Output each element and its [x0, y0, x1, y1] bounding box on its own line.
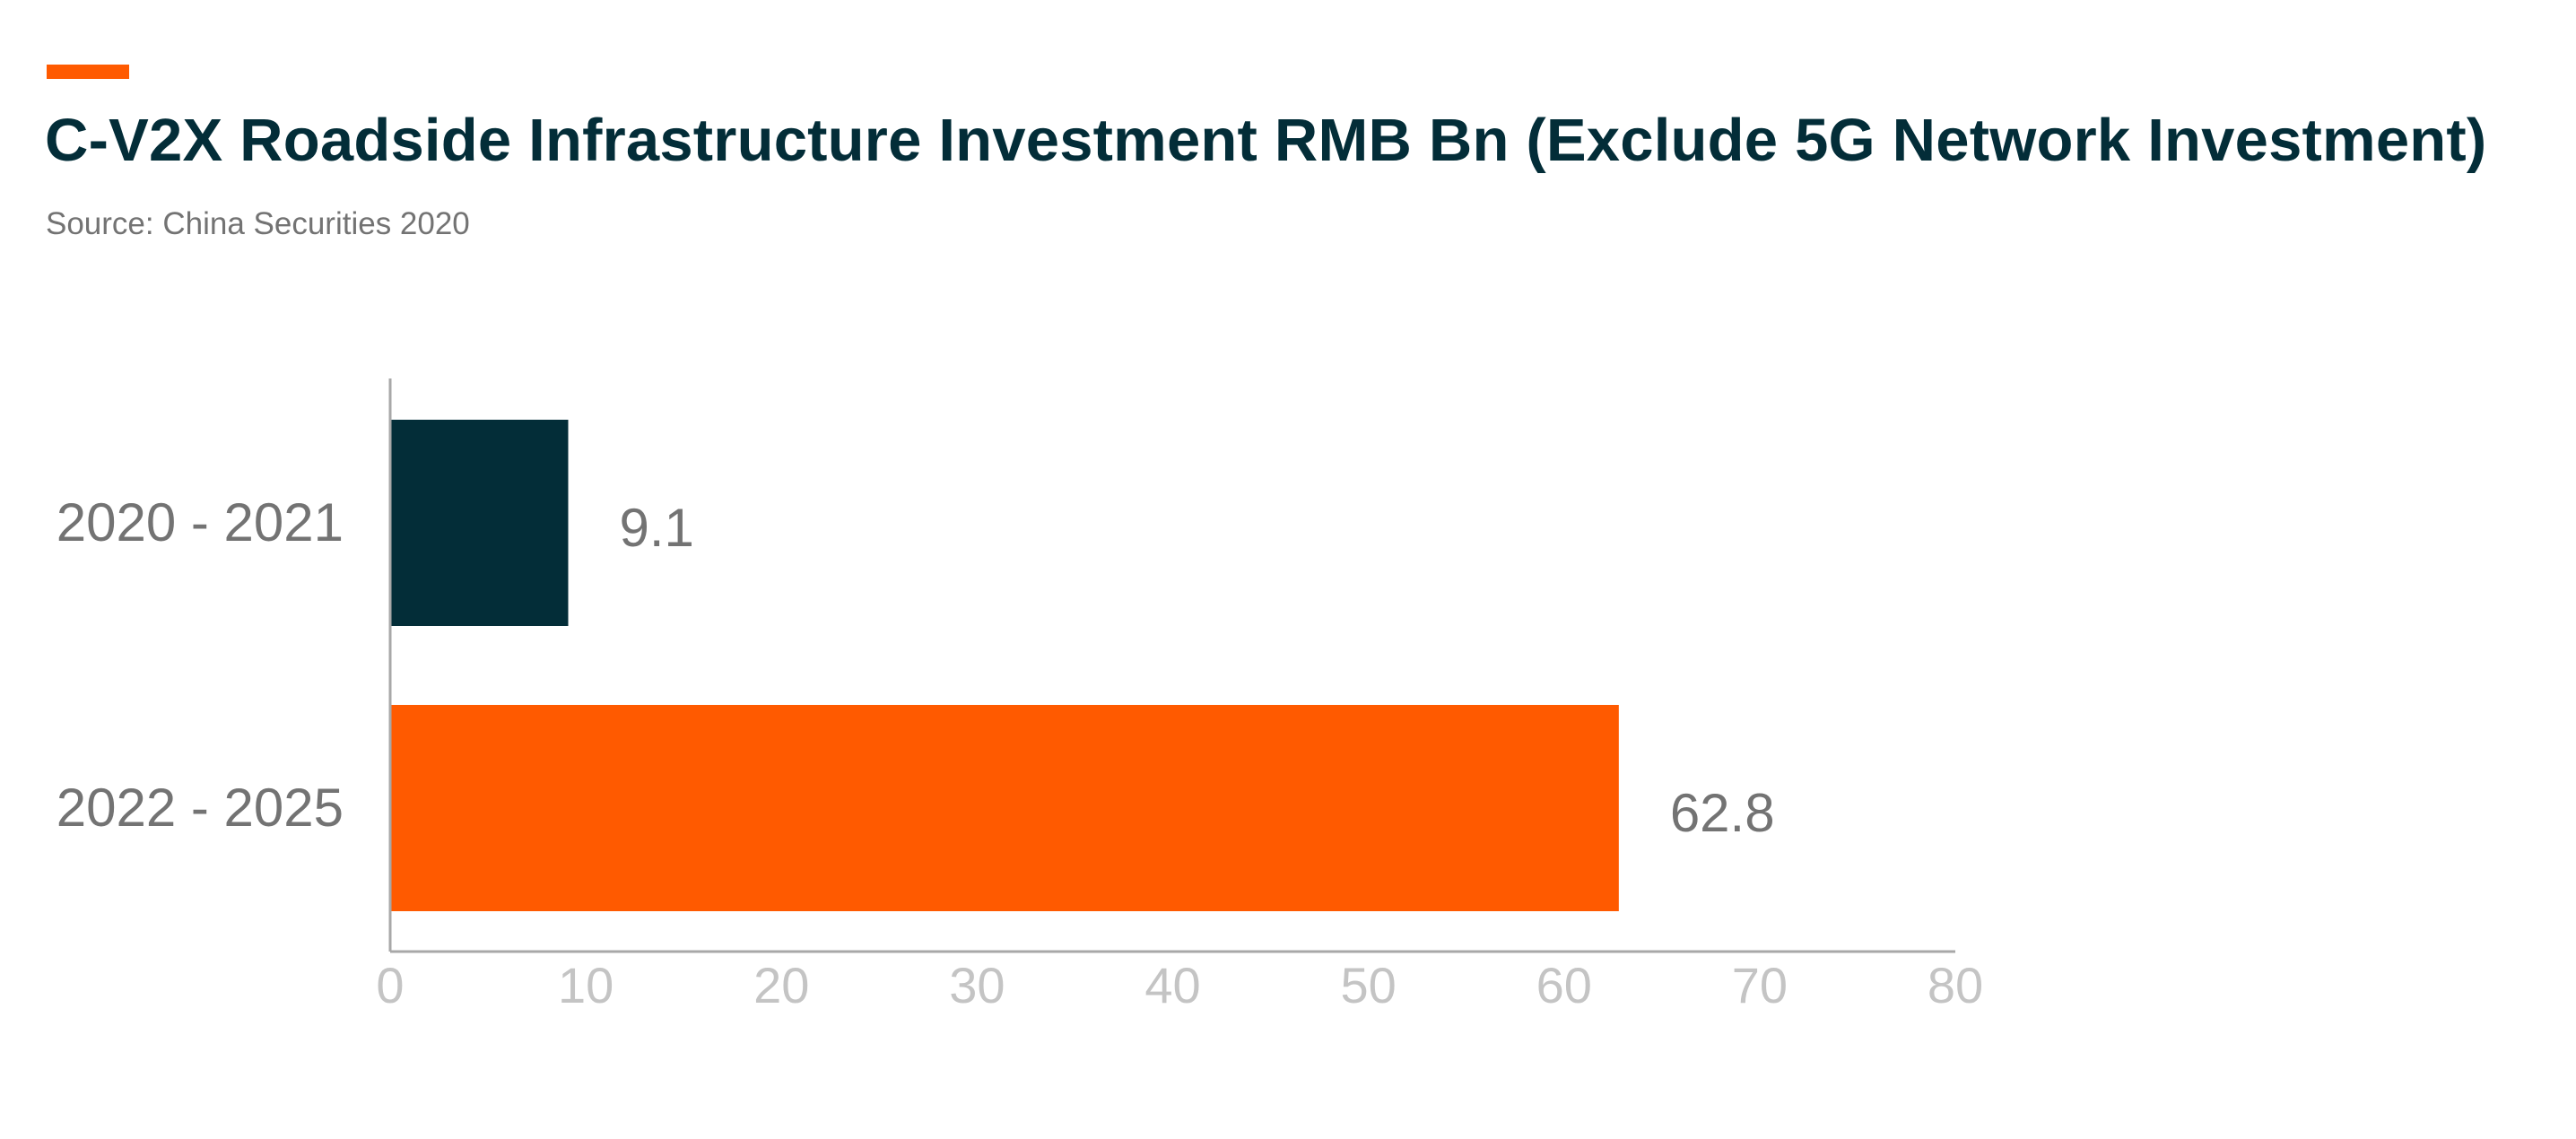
x-tick-label: 20 [753, 957, 809, 1013]
x-tick-label: 70 [1732, 957, 1788, 1013]
x-tick-label: 40 [1144, 957, 1200, 1013]
data-label: 62.8 [1670, 783, 1775, 843]
bar-0 [390, 420, 569, 626]
chart-source: Source: China Securities 2020 [46, 206, 470, 241]
x-tick-label: 80 [1928, 957, 1983, 1013]
title-accent-bar [47, 65, 129, 79]
x-tick-label: 0 [376, 957, 404, 1013]
x-tick-label: 60 [1536, 957, 1592, 1013]
x-tick-label: 50 [1340, 957, 1396, 1013]
x-tick-label: 30 [949, 957, 1005, 1013]
bar-1 [390, 705, 1619, 911]
category-label: 2020 - 2021 [57, 492, 344, 552]
data-label: 9.1 [619, 498, 693, 558]
category-label: 2022 - 2025 [57, 778, 344, 838]
chart-title: C-V2X Roadside Infrastructure Investment… [45, 107, 2487, 174]
x-tick-label: 10 [558, 957, 614, 1013]
